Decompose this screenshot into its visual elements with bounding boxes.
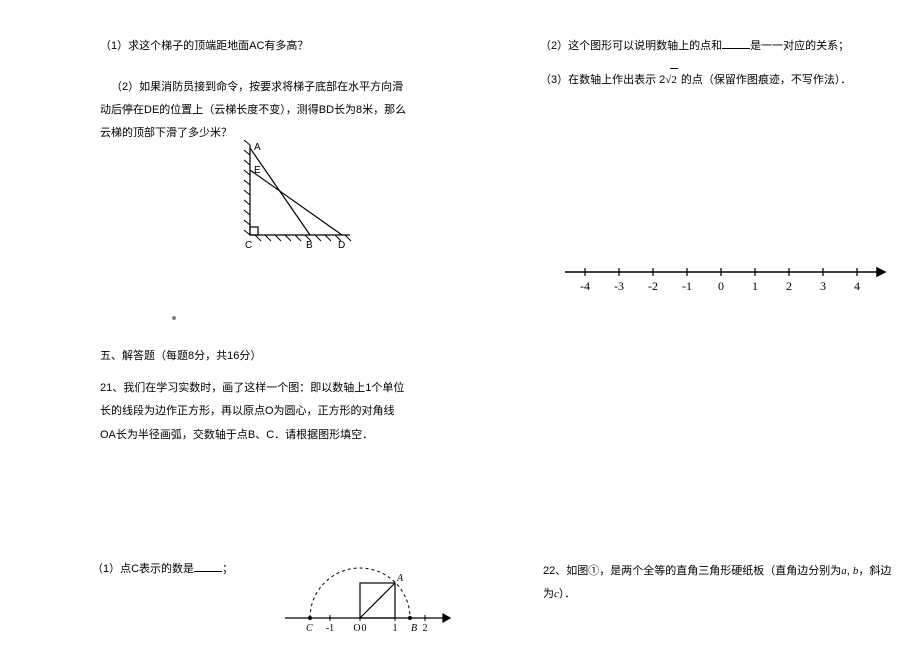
q2r-line: （2）这个图形可以说明数轴上的点和 是一一对应的关系； bbox=[540, 35, 900, 58]
svg-text:0: 0 bbox=[718, 279, 724, 293]
svg-text:O: O bbox=[353, 623, 360, 634]
arc-a: A bbox=[396, 573, 404, 584]
svg-text:3: 3 bbox=[820, 279, 826, 293]
arc-neg1: -1 bbox=[326, 623, 334, 634]
q3-line: （3）在数轴上作出表示 22 的点（保留作图痕迹，不写作法）． bbox=[540, 68, 900, 92]
blank-fill-1 bbox=[194, 560, 222, 572]
label-b: B bbox=[306, 240, 313, 251]
label-e: E bbox=[254, 165, 261, 176]
q2-text: （2）如果消防员接到命令，按要求将梯子底部在水平方向滑动后停在DE的位置上（云梯… bbox=[100, 76, 410, 145]
label-d: D bbox=[338, 240, 345, 251]
arc-two: 2 bbox=[423, 623, 428, 634]
svg-text:2: 2 bbox=[786, 279, 792, 293]
label-a: A bbox=[254, 142, 261, 153]
label-c: C bbox=[245, 240, 252, 251]
arc-b: B bbox=[411, 623, 417, 634]
svg-text:-4: -4 bbox=[580, 279, 590, 293]
svg-text:-2: -2 bbox=[648, 279, 658, 293]
q21-text: 21、我们在学习实数时，画了这样一个图：即以数轴上1个单位长的线段为边作正方形，… bbox=[100, 377, 410, 446]
q1c-prefix: （1）点C表示的数是 bbox=[92, 563, 194, 575]
arc-c: C bbox=[306, 623, 313, 634]
svg-text:-3: -3 bbox=[614, 279, 624, 293]
svg-text:1: 1 bbox=[752, 279, 758, 293]
q3-suffix: 的点（保留作图痕迹，不写作法）． bbox=[678, 74, 852, 86]
q22-line: 22、如图①，是两个全等的直角三角形硬纸板（直角边分别为a, b，斜边为c）． bbox=[543, 560, 893, 614]
q1c-suffix: ； bbox=[222, 563, 233, 575]
q2r-prefix: （2）这个图形可以说明数轴上的点和 bbox=[540, 40, 722, 52]
arc-zero: 0 bbox=[362, 623, 367, 634]
arc-one: 1 bbox=[393, 623, 398, 634]
section-5-title: 五、解答题（每题8分，共16分） bbox=[100, 345, 410, 367]
q1c-line: （1）点C表示的数是 ； bbox=[92, 560, 272, 576]
q22-prefix: 22、如图①，是两个全等的直角三角形硬纸板（直角边分别为 bbox=[543, 565, 841, 577]
q22-suffix: ）． bbox=[559, 588, 576, 600]
right-column: （2）这个图形可以说明数轴上的点和 是一一对应的关系； （3）在数轴上作出表示 2… bbox=[540, 35, 900, 100]
dot-mark bbox=[172, 316, 176, 320]
q3-prefix: （3）在数轴上作出表示 2 bbox=[540, 74, 665, 86]
q1-text: （1）求这个梯子的顶端距地面AC有多高？ bbox=[100, 35, 410, 58]
svg-text:-1: -1 bbox=[682, 279, 692, 293]
blank-fill-2 bbox=[722, 37, 750, 49]
triangle-figure: A E C B D bbox=[230, 140, 370, 263]
arc-figure: C A B -1 O 0 1 2 bbox=[280, 558, 460, 641]
svg-text:4: 4 bbox=[854, 279, 860, 293]
numberline-figure: -4 -3 -2 -1 0 1 2 3 4 bbox=[560, 260, 900, 303]
q2r-suffix: 是一一对应的关系； bbox=[750, 40, 849, 52]
sqrt-icon: 2 bbox=[665, 74, 678, 86]
